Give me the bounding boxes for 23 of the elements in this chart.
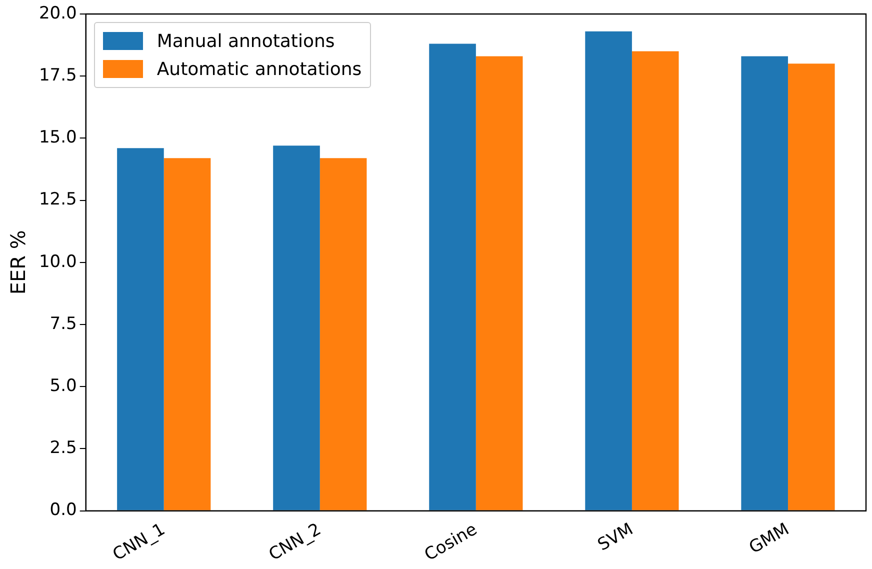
bar — [476, 56, 523, 510]
y-tick-label: 7.5 — [50, 314, 77, 334]
y-tick-label: 17.5 — [38, 66, 77, 86]
bar — [788, 64, 835, 510]
y-tick-label: 12.5 — [38, 190, 77, 210]
x-tick-label: SVM — [594, 519, 637, 556]
bar — [320, 158, 367, 510]
y-tick-label: 20.0 — [38, 3, 77, 24]
y-tick-label: 15.0 — [38, 128, 77, 148]
bar — [429, 44, 476, 510]
y-tick-label: 10.0 — [38, 252, 77, 272]
legend-label: Manual annotations — [156, 30, 335, 52]
bar — [164, 158, 211, 510]
y-tick-label: 0.0 — [50, 500, 77, 520]
bar — [741, 56, 788, 510]
bar — [273, 146, 320, 510]
bar — [585, 31, 632, 510]
bar — [117, 148, 164, 510]
y-tick-label: 5.0 — [50, 376, 77, 396]
legend-label: Automatic annotations — [156, 58, 362, 80]
bar — [632, 51, 679, 510]
y-tick-label: 2.5 — [50, 438, 77, 458]
y-axis-title: EER % — [6, 230, 30, 295]
